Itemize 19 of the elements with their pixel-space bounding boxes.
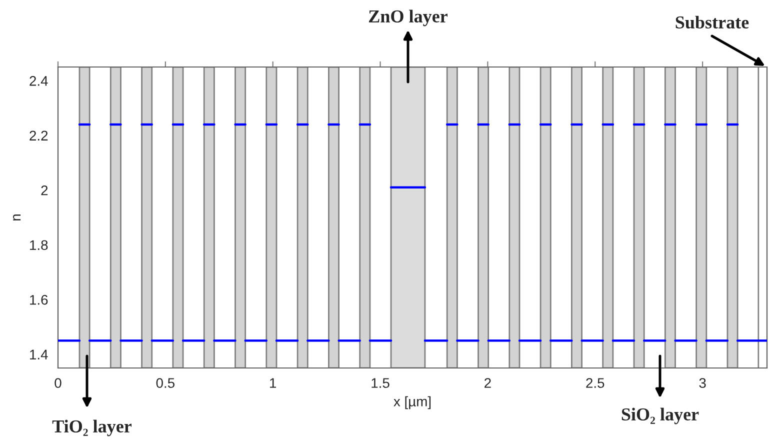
y-axis-title: n xyxy=(13,214,21,220)
text: Substrate xyxy=(676,16,749,29)
text: SiO₂ layer xyxy=(622,408,699,424)
y-tick-label: 2.2 xyxy=(30,130,48,140)
x-axis-title: x [µm] xyxy=(394,396,431,410)
text: ZnO layer xyxy=(368,10,448,26)
x-tick-label: 3 xyxy=(699,378,706,388)
x-tick-label: 2.5 xyxy=(586,378,604,388)
x-tick-label: 0.5 xyxy=(156,378,174,388)
y-tick-label: 1.6 xyxy=(30,294,48,305)
x-tick-label: 1 xyxy=(270,378,276,388)
x-tick-label: 2 xyxy=(484,378,491,388)
y-tick-label: 1.4 xyxy=(30,350,48,360)
x-tick-label: 0 xyxy=(54,378,62,388)
y-tick-label: 1.8 xyxy=(30,240,48,250)
text: TiO₂ layer xyxy=(52,420,132,436)
y-tick-label: 2.4 xyxy=(30,76,48,86)
y-tick-label: 2 xyxy=(41,185,48,196)
x-tick-label: 1.5 xyxy=(372,378,390,388)
